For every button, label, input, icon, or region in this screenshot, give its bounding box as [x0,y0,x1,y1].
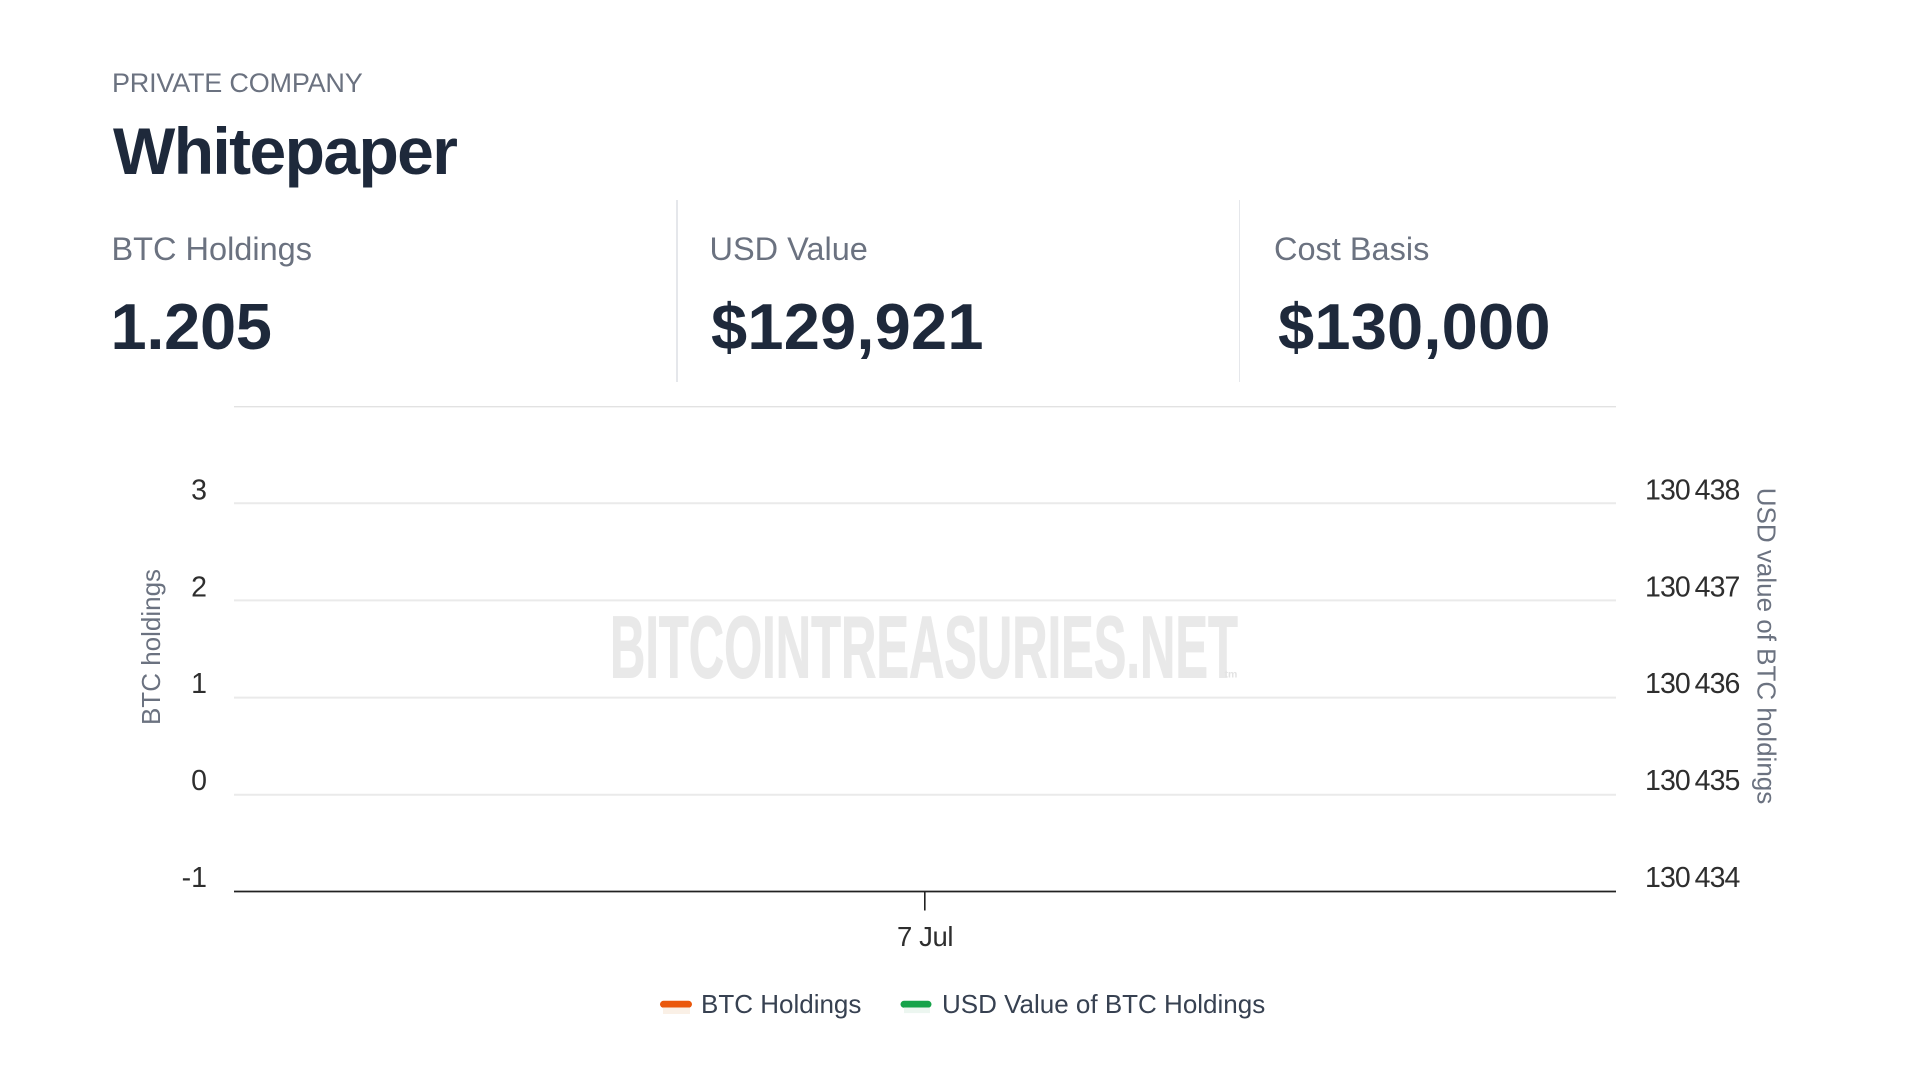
svg-text:USD value of BTC holdings: USD value of BTC holdings [1752,488,1782,804]
svg-text:2: 2 [191,571,207,603]
svg-text:-1: -1 [182,862,207,894]
svg-text:7 Jul: 7 Jul [897,921,953,952]
svg-text:USD Value of BTC Holdings: USD Value of BTC Holdings [942,989,1265,1019]
svg-text:tm: tm [1225,669,1238,681]
svg-text:130 435: 130 435 [1645,765,1740,797]
svg-text:130 438: 130 438 [1645,475,1740,507]
svg-text:130 437: 130 437 [1645,571,1740,603]
svg-text:3: 3 [191,475,207,507]
svg-text:0: 0 [191,765,207,797]
svg-text:BTC Holdings: BTC Holdings [701,989,861,1019]
svg-text:BTC holdings: BTC holdings [136,569,166,725]
svg-text:BITCOINTREASURIES.NET: BITCOINTREASURIES.NET [610,599,1238,697]
svg-text:130 434: 130 434 [1645,862,1741,894]
svg-text:130 436: 130 436 [1645,668,1740,700]
svg-text:1: 1 [191,668,207,700]
